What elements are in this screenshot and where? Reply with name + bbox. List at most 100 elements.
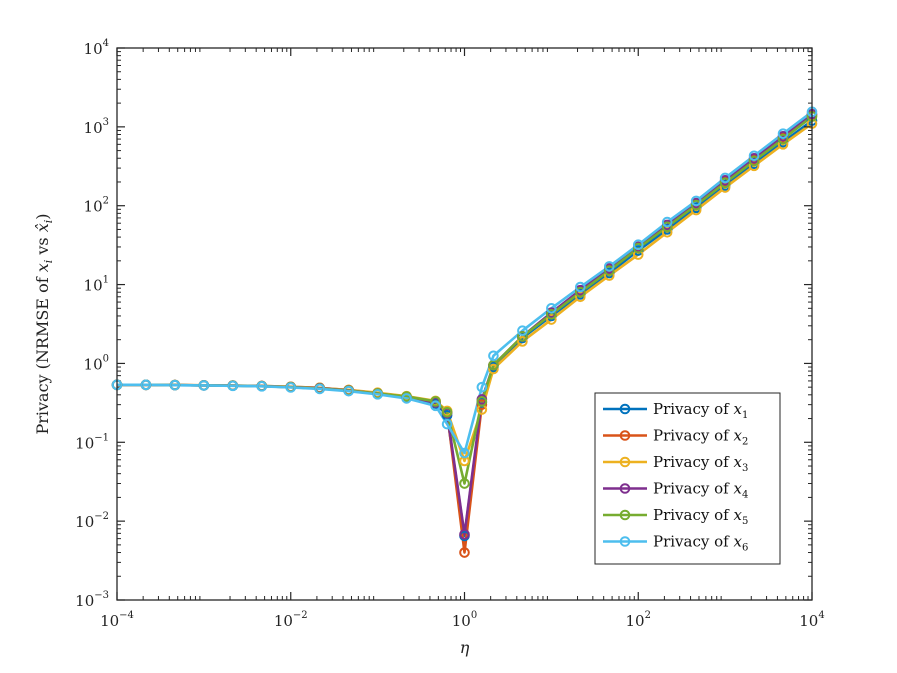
data-point-series-3	[488, 363, 499, 375]
legend-subscript: 4	[742, 490, 748, 501]
y-label-part: vs	[33, 232, 52, 259]
data-point-series-5	[575, 286, 586, 298]
tick-base: 10	[84, 277, 103, 295]
series-line-6	[117, 110, 813, 455]
legend-marker-3	[619, 456, 631, 468]
y-tick-label: 103	[84, 117, 109, 137]
data-point-series-6	[690, 195, 702, 207]
data-point-series-6	[441, 418, 453, 430]
data-point-series-5	[441, 407, 453, 418]
legend-text: Privacy of	[653, 480, 733, 498]
data-point-series-5	[476, 396, 488, 407]
data-point-series-5	[748, 155, 760, 167]
y-tick-label: 10−3	[75, 590, 109, 610]
data-point-series-5	[661, 221, 673, 233]
data-point-series-2	[459, 547, 470, 558]
series-markers	[111, 106, 818, 558]
legend-subscript: 1	[742, 410, 748, 421]
series-lines	[117, 110, 813, 554]
data-point-series-6	[719, 172, 731, 184]
data-point-series-5	[459, 478, 470, 489]
x-tick-label: 10−2	[274, 610, 308, 630]
data-point-series-6	[372, 389, 383, 400]
data-point-series-6	[314, 383, 326, 395]
data-point-series-5	[517, 331, 528, 342]
tick-base: 10	[84, 198, 103, 216]
data-point-series-6	[777, 128, 789, 139]
data-point-series-6	[198, 380, 210, 391]
data-point-series-3	[661, 227, 673, 238]
tick-base: 10	[100, 612, 119, 630]
x-tick-label: 104	[799, 610, 824, 630]
legend-text: Privacy of	[653, 453, 733, 471]
legend-subscript: 2	[742, 437, 748, 448]
legend-variable: x	[733, 533, 742, 551]
data-point-series-5	[719, 177, 731, 189]
tick-exponent: 2	[645, 610, 651, 621]
legend-text: Privacy of	[653, 400, 733, 418]
y-label-part: x̂	[33, 223, 52, 232]
tick-exponent: 2	[103, 196, 109, 207]
tick-base: 10	[84, 119, 103, 137]
y-tick-label: 104	[84, 38, 109, 58]
tick-exponent: 3	[103, 117, 109, 128]
tick-base: 10	[626, 612, 645, 630]
y-tick-label: 10−2	[75, 511, 109, 531]
y-label-part: i	[42, 220, 55, 224]
x-axis-label: η	[460, 638, 470, 657]
y-tick-label: 101	[84, 275, 109, 295]
tick-base: 10	[274, 612, 293, 630]
minor-ticks	[117, 48, 812, 600]
y-tick-label: 10−1	[75, 432, 109, 452]
x-tick-label: 10−4	[100, 610, 134, 630]
legend-subscript: 6	[742, 543, 748, 554]
legend-text: Privacy of	[653, 533, 733, 551]
data-point-series-5	[632, 242, 644, 254]
data-point-series-6	[401, 393, 412, 404]
tick-base: 10	[452, 612, 471, 630]
legend-variable: x	[733, 480, 742, 498]
data-point-series-6	[488, 350, 499, 362]
legend-label-3: Privacy of x3	[653, 453, 748, 474]
tick-exponent: −1	[94, 432, 109, 443]
data-point-series-6	[476, 381, 488, 393]
tick-base: 10	[84, 355, 103, 373]
tick-base: 10	[75, 513, 94, 531]
legend-text: Privacy of	[653, 506, 733, 524]
data-point-series-6	[285, 382, 297, 393]
data-point-series-2	[476, 399, 488, 410]
data-point-series-5	[777, 133, 789, 145]
tick-base: 10	[75, 434, 94, 452]
legend-variable: x	[733, 400, 742, 418]
tick-exponent: −2	[293, 610, 308, 621]
tick-exponent: −4	[119, 610, 134, 621]
tick-exponent: −2	[94, 511, 109, 522]
tick-exponent: 1	[103, 275, 109, 286]
tick-exponent: 0	[471, 610, 477, 621]
legend-marker-1	[619, 403, 631, 415]
legend-text: Privacy of	[653, 427, 733, 445]
y-axis-label: Privacy (NRMSE of xi vs x̂i)	[33, 213, 55, 434]
data-point-series-6	[227, 380, 239, 392]
data-point-series-5	[690, 199, 702, 211]
legend-variable: x	[733, 506, 742, 524]
legend-subscript: 3	[742, 463, 748, 474]
data-point-series-6	[256, 381, 268, 392]
legend-variable: x	[733, 427, 742, 445]
x-tick-labels: 10−4 10−2 100 102 104	[100, 610, 825, 630]
data-point-series-5	[603, 265, 615, 276]
legend-marker-5	[619, 509, 631, 521]
data-point-series-6	[546, 303, 557, 314]
legend-label-2: Privacy of x2	[653, 427, 748, 448]
data-point-series-6	[343, 385, 354, 397]
tick-exponent: −3	[94, 590, 109, 601]
y-label-part: Privacy (NRMSE of	[33, 272, 52, 434]
tick-exponent: 0	[103, 353, 109, 364]
tick-exponent: 4	[818, 610, 824, 621]
data-point-series-5	[430, 396, 441, 407]
x-tick-label: 102	[626, 610, 651, 630]
data-point-series-6	[517, 325, 528, 337]
tick-base: 10	[75, 592, 94, 610]
